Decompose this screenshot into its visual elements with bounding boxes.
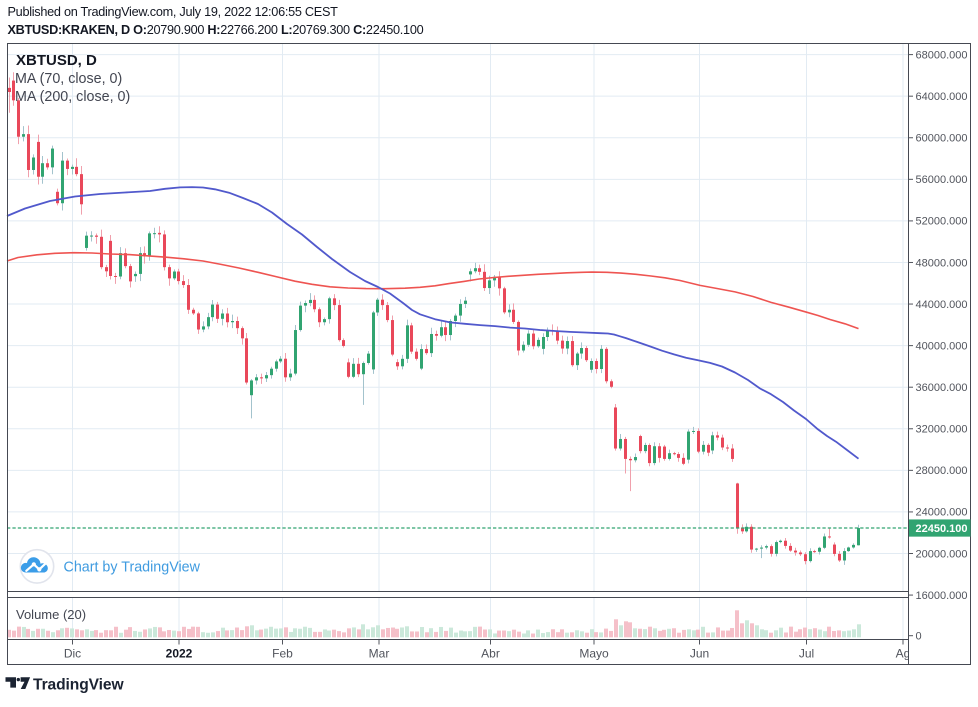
svg-text:0: 0 [916,631,922,643]
svg-text:Mar: Mar [369,647,390,661]
svg-text:Jul: Jul [799,647,814,661]
svg-text:48000.000: 48000.000 [916,257,968,269]
svg-text:Volume (20): Volume (20) [16,607,86,622]
svg-text:22450.100: 22450.100 [916,523,968,535]
svg-text:Dic: Dic [64,647,81,661]
svg-text:Mayo: Mayo [579,647,609,661]
svg-text:Jun: Jun [690,647,709,661]
svg-text:28000.000: 28000.000 [916,465,968,477]
svg-text:40000.000: 40000.000 [916,340,968,352]
svg-text:60000.000: 60000.000 [916,133,968,145]
svg-text:MA (70, close, 0): MA (70, close, 0) [15,71,122,87]
svg-text:68000.000: 68000.000 [916,49,968,61]
svg-text:36000.000: 36000.000 [916,382,968,394]
svg-text:56000.000: 56000.000 [916,174,968,186]
svg-text:64000.000: 64000.000 [916,91,968,103]
svg-text:XBTUSD, D: XBTUSD, D [16,52,97,69]
svg-text:2022: 2022 [166,647,193,661]
svg-text:Ag: Ag [896,647,911,661]
svg-text:Abr: Abr [481,647,500,661]
svg-text:XBTUSD:KRAKEN, D O:20790.900: XBTUSD:KRAKEN, D O:20790.900 H:22766.200… [8,23,424,37]
svg-text:52000.000: 52000.000 [916,216,968,228]
svg-text:MA (200, close, 0): MA (200, close, 0) [15,89,130,105]
svg-text:Chart by TradingView: Chart by TradingView [64,560,201,576]
svg-text:Feb: Feb [272,647,293,661]
svg-text:Published on TradingView.com,: Published on TradingView.com, July 19, 2… [8,5,339,19]
svg-text:44000.000: 44000.000 [916,299,968,311]
svg-text:32000.000: 32000.000 [916,424,968,436]
svg-text:24000.000: 24000.000 [916,507,968,519]
svg-text:TradingView: TradingView [33,676,124,693]
svg-text:16000.000: 16000.000 [916,590,968,602]
svg-text:20000.000: 20000.000 [916,548,968,560]
